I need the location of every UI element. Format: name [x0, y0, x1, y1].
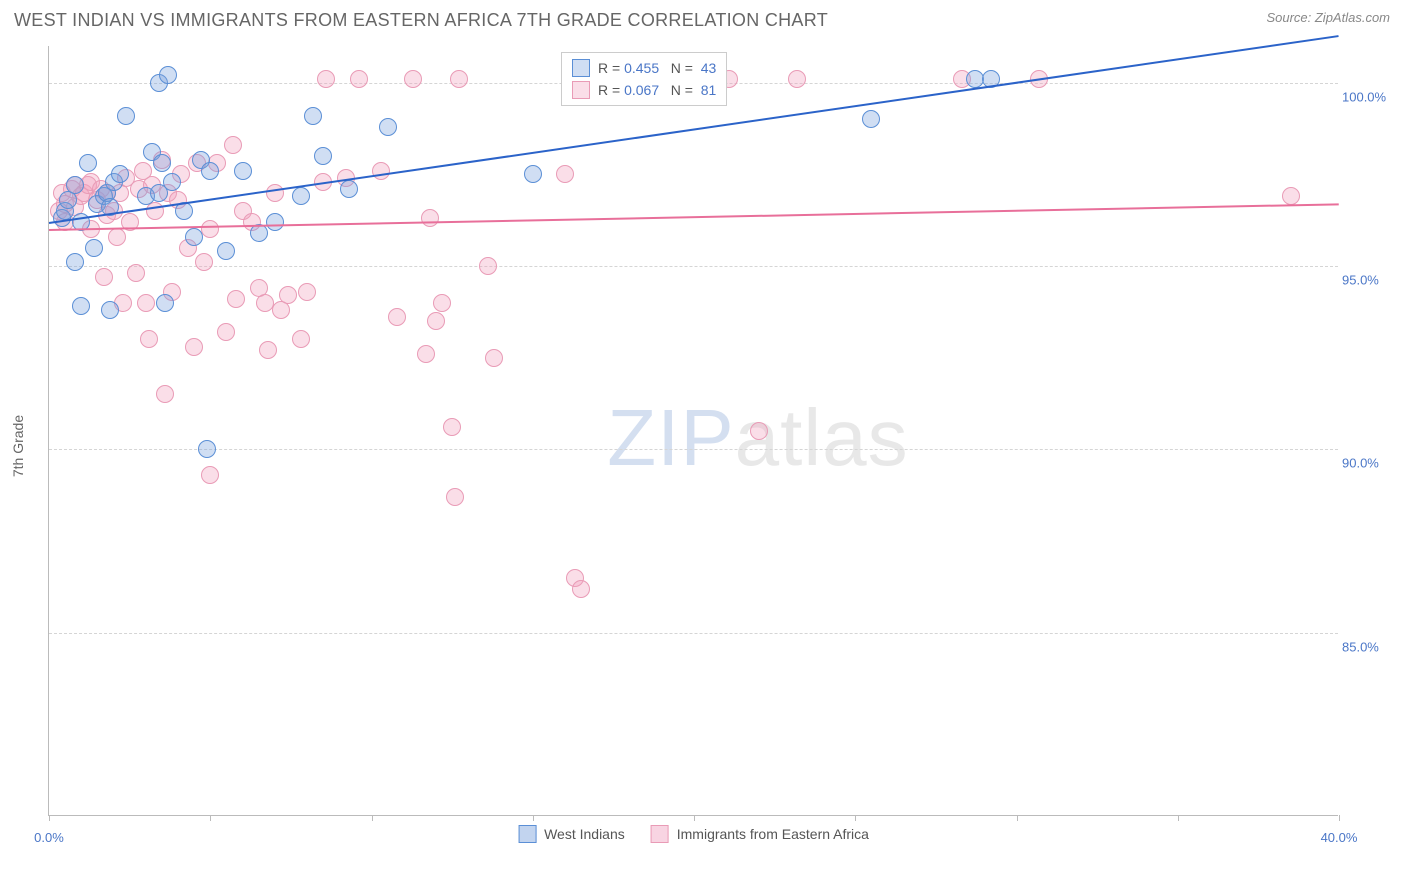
scatter-point: [217, 242, 235, 260]
scatter-point: [1282, 187, 1300, 205]
legend-swatch: [518, 825, 536, 843]
scatter-point: [137, 294, 155, 312]
scatter-point: [101, 301, 119, 319]
x-tick: [855, 815, 856, 821]
scatter-point: [198, 440, 216, 458]
scatter-point: [140, 330, 158, 348]
x-tick: [1178, 815, 1179, 821]
scatter-point: [446, 488, 464, 506]
scatter-point: [127, 264, 145, 282]
legend-text: R = 0.067 N = 81: [598, 82, 716, 98]
scatter-point: [201, 220, 219, 238]
scatter-point: [111, 165, 129, 183]
legend-label: Immigrants from Eastern Africa: [677, 826, 869, 842]
scatter-point: [350, 70, 368, 88]
scatter-point: [185, 228, 203, 246]
scatter-point: [421, 209, 439, 227]
x-tick: [1017, 815, 1018, 821]
y-tick-label: 95.0%: [1342, 273, 1394, 288]
legend-swatch: [572, 59, 590, 77]
scatter-point: [195, 253, 213, 271]
gridline: [49, 633, 1338, 634]
x-tick: [533, 815, 534, 821]
scatter-point: [404, 70, 422, 88]
scatter-point: [450, 70, 468, 88]
scatter-point: [417, 345, 435, 363]
scatter-point: [572, 580, 590, 598]
scatter-point: [298, 283, 316, 301]
scatter-point: [95, 268, 113, 286]
x-tick: [1339, 815, 1340, 821]
scatter-point: [201, 466, 219, 484]
scatter-point: [862, 110, 880, 128]
scatter-point: [304, 107, 322, 125]
scatter-point: [388, 308, 406, 326]
series-legend-item: West Indians: [518, 825, 625, 843]
scatter-point: [372, 162, 390, 180]
x-tick: [49, 815, 50, 821]
scatter-point: [72, 297, 90, 315]
scatter-point: [224, 136, 242, 154]
scatter-point: [485, 349, 503, 367]
scatter-point: [433, 294, 451, 312]
chart-title: WEST INDIAN VS IMMIGRANTS FROM EASTERN A…: [14, 10, 828, 31]
scatter-point: [66, 253, 84, 271]
legend-swatch: [651, 825, 669, 843]
legend-text: R = 0.455 N = 43: [598, 60, 716, 76]
y-tick-label: 100.0%: [1342, 89, 1394, 104]
scatter-point: [153, 154, 171, 172]
scatter-point: [266, 184, 284, 202]
series-legend: West Indians Immigrants from Eastern Afri…: [518, 825, 869, 843]
scatter-point: [156, 385, 174, 403]
y-axis-label: 7th Grade: [10, 415, 26, 477]
gridline: [49, 449, 1338, 450]
legend-row: R = 0.455 N = 43: [562, 57, 726, 79]
x-tick: [210, 815, 211, 821]
scatter-point: [201, 162, 219, 180]
scatter-point: [117, 107, 135, 125]
scatter-point: [427, 312, 445, 330]
scatter-point: [266, 213, 284, 231]
scatter-point: [314, 147, 332, 165]
y-tick-label: 85.0%: [1342, 639, 1394, 654]
scatter-point: [156, 294, 174, 312]
scatter-point: [79, 154, 97, 172]
y-tick-label: 90.0%: [1342, 456, 1394, 471]
chart-container: 7th Grade ZIPatlas 85.0%90.0%95.0%100.0%…: [48, 46, 1392, 846]
x-tick: [694, 815, 695, 821]
gridline: [49, 266, 1338, 267]
scatter-point: [524, 165, 542, 183]
scatter-point: [479, 257, 497, 275]
legend-row: R = 0.067 N = 81: [562, 79, 726, 101]
scatter-point: [788, 70, 806, 88]
scatter-point: [108, 228, 126, 246]
scatter-point: [185, 338, 203, 356]
scatter-point: [292, 330, 310, 348]
scatter-point: [317, 70, 335, 88]
scatter-point: [234, 162, 252, 180]
scatter-point: [340, 180, 358, 198]
scatter-point: [217, 323, 235, 341]
legend-label: West Indians: [544, 826, 625, 842]
scatter-point: [259, 341, 277, 359]
scatter-point: [85, 239, 103, 257]
scatter-point: [279, 286, 297, 304]
scatter-point: [163, 173, 181, 191]
scatter-point: [379, 118, 397, 136]
scatter-point: [443, 418, 461, 436]
scatter-point: [66, 176, 84, 194]
correlation-legend: R = 0.455 N = 43 R = 0.067 N = 81: [561, 52, 727, 106]
legend-swatch: [572, 81, 590, 99]
plot-area: ZIPatlas 85.0%90.0%95.0%100.0%0.0%40.0%R…: [48, 46, 1338, 816]
scatter-point: [292, 187, 310, 205]
scatter-point: [750, 422, 768, 440]
source-label: Source: ZipAtlas.com: [1266, 10, 1390, 25]
scatter-point: [159, 66, 177, 84]
x-tick-label: 40.0%: [1321, 830, 1358, 845]
scatter-point: [227, 290, 245, 308]
x-tick-label: 0.0%: [34, 830, 64, 845]
x-tick: [372, 815, 373, 821]
scatter-point: [556, 165, 574, 183]
series-legend-item: Immigrants from Eastern Africa: [651, 825, 869, 843]
